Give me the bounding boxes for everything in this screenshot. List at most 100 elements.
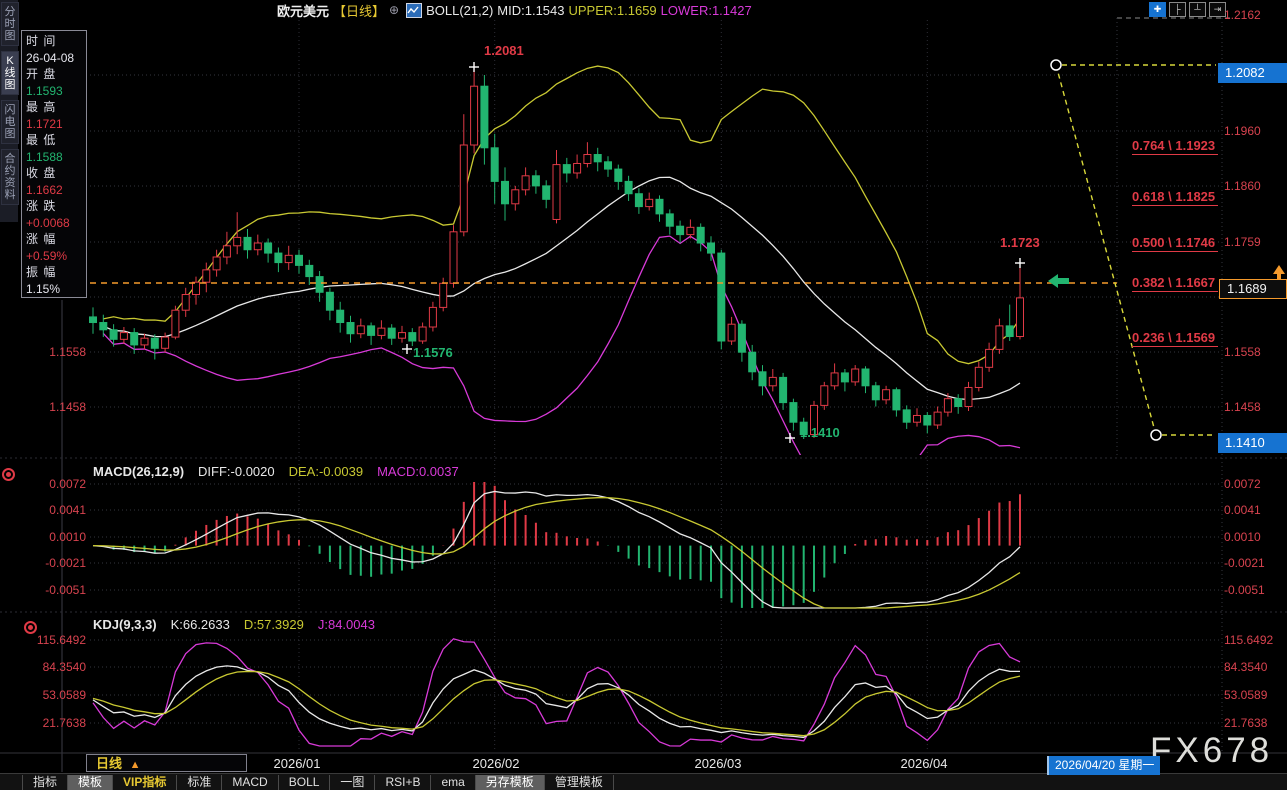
kdj-axis-label-left: 115.6492	[36, 633, 86, 647]
x-axis-month-label: 2026/04	[900, 756, 948, 771]
macd-hist-value: MACD:0.0037	[377, 464, 459, 479]
fib-level-label: 0.236 \ 1.1569	[1132, 330, 1218, 347]
crosshair-date-box: 2026/04/20 星期一	[1047, 756, 1161, 775]
x-axis-month-label: 2026/01	[273, 756, 321, 771]
kdj-axis-label-left: 21.7638	[42, 716, 86, 730]
price-annotation: 1.1723	[1000, 235, 1040, 250]
pan-right-icon[interactable]: ⇥	[1209, 2, 1226, 17]
x-axis-month-label: 2026/02	[472, 756, 520, 771]
sidebar-tab-4[interactable]: 合 约 资 料	[1, 149, 19, 205]
expand-icon[interactable]: ⊕	[389, 3, 400, 17]
fib-anchor-price-box: 1.1410	[1218, 433, 1287, 453]
template-tab-5[interactable]: MACD	[222, 775, 279, 790]
info-label: 振 幅	[26, 265, 57, 279]
boll-mid-value: MID:1.1543	[497, 2, 565, 18]
price-axis-label-right: 1.1960	[1224, 124, 1261, 138]
kdj-title[interactable]: KDJ(9,3,3)	[93, 617, 157, 632]
scale-toolbar: ✚ ├ ┴ ⇥	[1149, 2, 1226, 17]
info-value: 1.1662	[26, 183, 63, 197]
period-selector[interactable]: 日线 ▲	[86, 754, 247, 772]
fib-level-label: 0.618 \ 1.1825	[1132, 189, 1218, 206]
info-label: 涨 跌	[26, 199, 57, 213]
info-label: 时 间	[26, 34, 57, 48]
price-axis-label-right: 1.1458	[1224, 400, 1261, 414]
fib-level-label: 0.500 \ 1.1746	[1132, 235, 1218, 252]
boll-label[interactable]: BOLL(21,2)	[426, 2, 494, 18]
fib-anchor-price-box: 1.2082	[1218, 63, 1287, 83]
ohlc-info-panel: 时 间 26-04-08 开 盘 1.1593 最 高 1.1721 最 低 1.1588 收 …	[21, 30, 87, 298]
crosshair-icon[interactable]: ✚	[1149, 2, 1166, 17]
info-label: 开 盘	[26, 67, 57, 81]
period-selector-label: 日线	[96, 756, 123, 771]
macd-diff-value: DIFF:-0.0020	[198, 464, 275, 479]
template-tab-6[interactable]: BOLL	[279, 775, 331, 790]
period-selector-arrow-icon: ▲	[129, 759, 141, 771]
kdj-title-row: KDJ(9,3,3) K:66.2633 D:57.3929 J:84.0043	[93, 617, 375, 632]
indicator-chip-icon	[406, 2, 423, 18]
template-tab-3[interactable]: VIP指标	[113, 775, 178, 790]
info-value: 1.1593	[26, 84, 63, 98]
template-tab-7[interactable]: 一图	[330, 775, 376, 790]
price-axis-label-left: 1.1558	[49, 345, 86, 359]
template-tab-9[interactable]: ema	[431, 775, 476, 790]
axis-left-icon[interactable]: ├	[1169, 2, 1186, 17]
info-value: 1.1721	[26, 117, 63, 131]
template-tab-2[interactable]: 模板	[68, 775, 114, 790]
macd-axis-label-left: -0.0051	[45, 583, 86, 597]
kdj-axis-label-right: 53.0589	[1224, 688, 1268, 702]
sidebar-tab-1[interactable]: 分 时 图	[1, 2, 19, 46]
template-tab-11[interactable]: 管理模板	[545, 775, 614, 790]
price-axis-label-right: 1.2162	[1224, 8, 1261, 22]
info-value: 1.15%	[26, 282, 61, 296]
macd-axis-label-right: -0.0021	[1224, 556, 1265, 570]
kdj-d-value: D:57.3929	[243, 617, 304, 632]
boll-lower-value: LOWER:1.1427	[660, 2, 752, 18]
info-label: 收 盘	[26, 166, 57, 180]
template-tab-4[interactable]: 标准	[177, 775, 223, 790]
current-price-box: 1.1689	[1219, 279, 1287, 299]
price-axis-label-left: 1.1458	[49, 400, 86, 414]
macd-axis-label-left: 0.0041	[49, 503, 86, 517]
macd-axis-label-left: 0.0010	[49, 530, 86, 544]
macd-axis-label-right: -0.0051	[1224, 583, 1265, 597]
template-tab-10[interactable]: 另存模板	[475, 775, 545, 790]
info-value: +0.0068	[26, 216, 70, 230]
fib-level-label: 0.382 \ 1.1667	[1132, 275, 1218, 292]
kdj-axis-label-right: 115.6492	[1224, 633, 1274, 647]
price-annotation: 1.2081	[484, 43, 524, 58]
macd-axis-label-left: 0.0072	[49, 477, 86, 491]
kdj-k-value: K:66.2633	[170, 617, 230, 632]
price-annotation: 1.1410	[800, 425, 840, 440]
price-axis-label-right: 1.1759	[1224, 235, 1261, 249]
info-value: 26-04-08	[26, 51, 75, 65]
kdj-axis-label-right: 84.3540	[1224, 660, 1268, 674]
macd-axis-label-right: 0.0010	[1224, 530, 1261, 544]
template-tab-bar: 指标 模板 VIP指标 标准 MACD BOLL 一图 RSI+B ema 另存模板 管理模板	[0, 773, 1287, 790]
macd-title[interactable]: MACD(26,12,9)	[93, 464, 185, 479]
template-tab-1[interactable]: 指标	[22, 775, 69, 790]
kdj-panel-marker-icon[interactable]	[24, 621, 37, 634]
info-label: 最 低	[26, 133, 57, 147]
info-label: 最 高	[26, 100, 57, 114]
kdj-axis-label-left: 53.0589	[42, 688, 86, 702]
price-axis-label-right: 1.1860	[1224, 179, 1261, 193]
sidebar-tab-3[interactable]: 闪 电 图	[1, 100, 19, 144]
symbol-name[interactable]: 欧元美元	[277, 3, 330, 19]
boll-upper-value: UPPER:1.1659	[568, 2, 657, 18]
macd-axis-label-right: 0.0072	[1224, 477, 1261, 491]
macd-title-row: MACD(26,12,9) DIFF:-0.0020 DEA:-0.0039 M…	[93, 464, 459, 479]
axis-bottom-icon[interactable]: ┴	[1189, 2, 1206, 17]
price-annotation: 1.1576	[413, 345, 453, 360]
macd-panel-marker-icon[interactable]	[2, 468, 15, 481]
sidebar-tab-2[interactable]: K 线 图	[1, 51, 19, 95]
info-value: 1.1588	[26, 150, 63, 164]
chart-type-sidebar: 分 时 图 K 线 图闪 电 图合 约 资 料	[0, 0, 19, 222]
macd-axis-label-left: -0.0021	[45, 556, 86, 570]
info-label: 涨 幅	[26, 232, 57, 246]
period-tag[interactable]: 【日线】	[333, 3, 386, 19]
x-axis-month-label: 2026/03	[694, 756, 742, 771]
template-tab-8[interactable]: RSI+B	[375, 775, 432, 790]
kdj-j-value: J:84.0043	[317, 617, 375, 632]
